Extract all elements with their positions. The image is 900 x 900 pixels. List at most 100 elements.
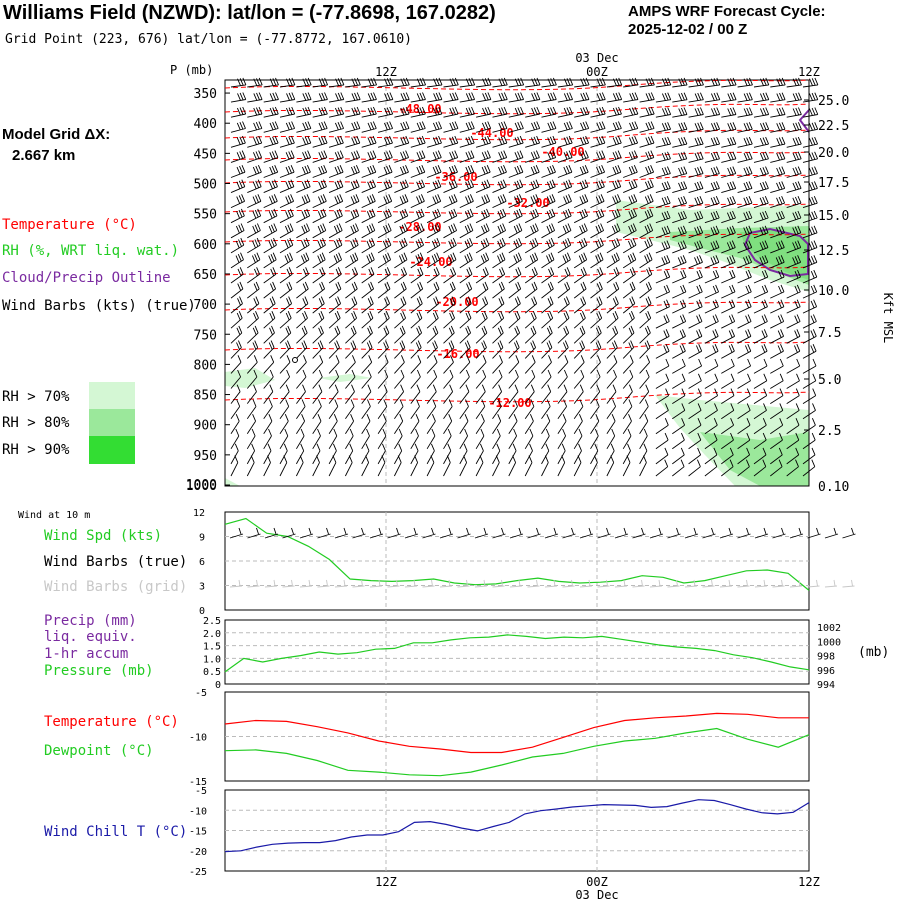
barb-r2-c23 bbox=[606, 106, 622, 118]
liq-equiv-label: liq. equiv. bbox=[44, 629, 137, 645]
barb-r13-c12 bbox=[426, 267, 440, 284]
barb-r18-c27 bbox=[672, 344, 686, 359]
barb-r11-c3 bbox=[279, 237, 294, 254]
barb-r24-c22 bbox=[590, 428, 599, 450]
rh70-region-mid bbox=[318, 374, 372, 382]
wind-grid-barb-14 bbox=[474, 579, 488, 588]
barb-r14-c8 bbox=[361, 281, 375, 299]
barb-r5-c30 bbox=[721, 151, 737, 163]
wind-true-barb-2 bbox=[264, 527, 279, 539]
barb-r20-c6 bbox=[328, 369, 340, 389]
barb-r10-c26 bbox=[655, 225, 671, 239]
barb-r22-c5 bbox=[312, 399, 322, 419]
barb-r12-c3 bbox=[279, 252, 294, 269]
barb-r16-c23 bbox=[606, 311, 619, 329]
barb-r13-c2 bbox=[263, 267, 277, 284]
barb-r12-c0 bbox=[230, 252, 244, 269]
pressure-tick-550: 550 bbox=[194, 208, 217, 223]
barb-r1-c22 bbox=[590, 92, 606, 103]
barb-r25-c2 bbox=[263, 443, 272, 465]
wind10m-label: Wind at 10 m bbox=[18, 510, 91, 521]
barb-r14-c20 bbox=[557, 281, 571, 299]
barb-r3-c33 bbox=[770, 122, 786, 133]
barb-r3-c13 bbox=[443, 121, 459, 133]
barb-r16-c18 bbox=[524, 311, 537, 329]
pressure-ytick-1002: 1002 bbox=[817, 623, 841, 634]
barb-r5-c26 bbox=[655, 151, 671, 163]
barb-r25-c32 bbox=[753, 447, 767, 465]
barb-r9-c30 bbox=[721, 210, 736, 224]
barb-r4-c24 bbox=[623, 135, 639, 148]
barb-r18-c21 bbox=[573, 340, 586, 359]
barb-r12-c6 bbox=[328, 252, 343, 269]
barb-r22-c1 bbox=[246, 399, 257, 419]
barb-r5-c33 bbox=[770, 151, 786, 163]
barb-r8-c34 bbox=[786, 196, 802, 209]
barb-r3-c30 bbox=[721, 122, 737, 133]
barb-r24-c7 bbox=[345, 428, 354, 450]
barb-r0-c29 bbox=[704, 77, 721, 88]
barb-r15-c21 bbox=[573, 296, 587, 314]
barb-r15-c6 bbox=[328, 296, 342, 314]
barb-r0-c9 bbox=[378, 77, 394, 88]
wind-true-barb-17 bbox=[527, 527, 541, 539]
barb-r4-c34 bbox=[786, 136, 802, 148]
barb-r9-c13 bbox=[443, 208, 458, 224]
barb-r0-c27 bbox=[672, 77, 688, 88]
barb-r16-c16 bbox=[492, 311, 505, 329]
barb-r23-c32 bbox=[753, 418, 767, 435]
barb-r3-c6 bbox=[328, 121, 345, 133]
height-tick-3: 17.5 bbox=[818, 176, 849, 191]
barb-r4-c1 bbox=[247, 135, 263, 148]
isotherm-label-6: -24.00 bbox=[409, 255, 452, 269]
barb-r3-c7 bbox=[345, 121, 361, 133]
barb-r12-c8 bbox=[361, 252, 375, 269]
barb-r10-c17 bbox=[508, 223, 523, 239]
barb-r16-c22 bbox=[590, 311, 603, 329]
barb-r1-c10 bbox=[394, 92, 410, 103]
barb-r17-c30 bbox=[721, 329, 736, 344]
barb-r1-c27 bbox=[672, 92, 688, 103]
barb-r26-c1 bbox=[246, 455, 255, 477]
barb-r11-c9 bbox=[377, 237, 392, 254]
barb-r2-c26 bbox=[655, 107, 672, 118]
barb-r9-c9 bbox=[377, 208, 392, 224]
barb-r19-c24 bbox=[622, 355, 634, 374]
barb-r12-c5 bbox=[312, 252, 326, 269]
barb-r23-c18 bbox=[524, 414, 534, 434]
barb-r1-c32 bbox=[753, 92, 770, 103]
barb-r19-c30 bbox=[721, 358, 735, 374]
dewpoint-line bbox=[224, 727, 810, 777]
barb-r1-c12 bbox=[427, 92, 443, 103]
wind-true-barb-19 bbox=[562, 527, 576, 539]
barb-r21-c11 bbox=[410, 384, 421, 404]
barb-r4-c15 bbox=[475, 135, 491, 148]
isotherm-label-5: -28.00 bbox=[398, 220, 441, 234]
barb-r21-c31 bbox=[737, 388, 751, 404]
barb-r10-c20 bbox=[557, 223, 572, 239]
barb-r15-c7 bbox=[345, 296, 358, 314]
barb-r7-c21 bbox=[574, 179, 589, 194]
barb-r4-c9 bbox=[377, 135, 393, 148]
barb-r19-c1 bbox=[246, 355, 258, 374]
wind-grid-barb-0 bbox=[229, 579, 243, 588]
barb-r18-c1 bbox=[246, 340, 259, 359]
barb-r21-c27 bbox=[672, 388, 686, 404]
barb-r4-c3 bbox=[279, 135, 295, 148]
wind-true-barb-27 bbox=[702, 527, 716, 539]
barb-r17-c26 bbox=[655, 329, 670, 344]
barb-r16-c25 bbox=[639, 311, 652, 329]
barb-r25-c9 bbox=[377, 443, 386, 465]
pressure-tick-350: 350 bbox=[194, 87, 217, 102]
barb-r7-c22 bbox=[590, 179, 605, 194]
barb-r20-c27 bbox=[672, 373, 686, 389]
barb-r18-c23 bbox=[606, 340, 618, 359]
barb-r0-c31 bbox=[737, 77, 753, 88]
barb-r25-c5 bbox=[312, 443, 321, 465]
barb-r26-c7 bbox=[344, 455, 353, 477]
barb-r8-c24 bbox=[623, 194, 638, 209]
barb-r15-c0 bbox=[230, 296, 243, 314]
barb-r25-c33 bbox=[770, 447, 783, 465]
barb-r20-c17 bbox=[508, 369, 519, 389]
wind-grid-barb-5 bbox=[317, 579, 330, 588]
